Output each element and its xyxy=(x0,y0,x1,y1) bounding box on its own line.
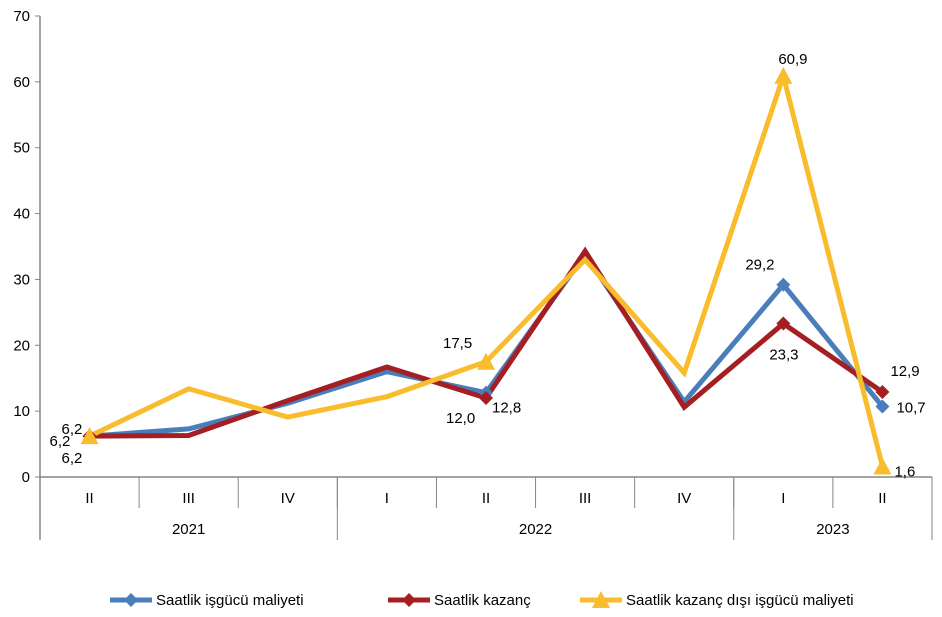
x-tick-label: IV xyxy=(677,490,691,507)
data-point xyxy=(776,277,791,292)
data-label: 6,2 xyxy=(62,450,83,467)
data-label: 1,6 xyxy=(894,463,915,480)
legend-label: Saatlik işgücü maliyeti xyxy=(156,592,304,609)
y-tick-label: 10 xyxy=(13,403,30,420)
y-tick-label: 20 xyxy=(13,337,30,354)
x-tick-label: III xyxy=(182,490,195,507)
data-point xyxy=(479,390,493,405)
x-tick-label: I xyxy=(385,490,389,507)
data-label: 12,8 xyxy=(492,400,521,417)
data-point xyxy=(774,66,793,84)
x-tick-label: III xyxy=(579,490,592,507)
data-label: 29,2 xyxy=(745,257,774,274)
legend-marker xyxy=(124,593,138,607)
legend-marker xyxy=(592,591,610,608)
y-tick-label: 60 xyxy=(13,74,30,91)
y-tick-label: 30 xyxy=(13,271,30,288)
year-label: 2023 xyxy=(816,521,849,538)
x-tick-label: II xyxy=(85,490,93,507)
data-point xyxy=(875,385,890,400)
x-tick-label: II xyxy=(878,490,886,507)
legend-marker xyxy=(402,593,416,607)
data-label: 6,2 xyxy=(50,433,71,450)
data-label: 12,9 xyxy=(890,363,919,380)
legend-label: Saatlik kazanç xyxy=(434,592,531,609)
data-label: 17,5 xyxy=(443,335,472,352)
data-point xyxy=(776,316,791,331)
data-point xyxy=(80,427,99,445)
y-tick-label: 40 xyxy=(13,206,30,223)
data-label: 12,0 xyxy=(446,410,475,427)
data-label: 6,2 xyxy=(62,421,83,438)
data-point xyxy=(477,352,495,370)
data-point xyxy=(873,457,892,475)
y-tick-label: 0 xyxy=(22,469,30,486)
year-label: 2022 xyxy=(519,521,552,538)
series-line-0 xyxy=(89,250,885,439)
series-line-1 xyxy=(89,246,884,439)
x-tick-label: I xyxy=(781,490,785,507)
data-label: 10,7 xyxy=(896,400,925,417)
x-tick-label: IV xyxy=(281,490,295,507)
x-tick-label: II xyxy=(482,490,490,507)
data-point xyxy=(875,399,890,414)
y-tick-label: 70 xyxy=(13,8,30,25)
year-label: 2021 xyxy=(172,521,205,538)
data-label: 60,9 xyxy=(778,51,807,68)
legend-label: Saatlik kazanç dışı işgücü maliyeti xyxy=(626,592,854,609)
data-label: 23,3 xyxy=(769,347,798,364)
y-tick-label: 50 xyxy=(13,140,30,157)
